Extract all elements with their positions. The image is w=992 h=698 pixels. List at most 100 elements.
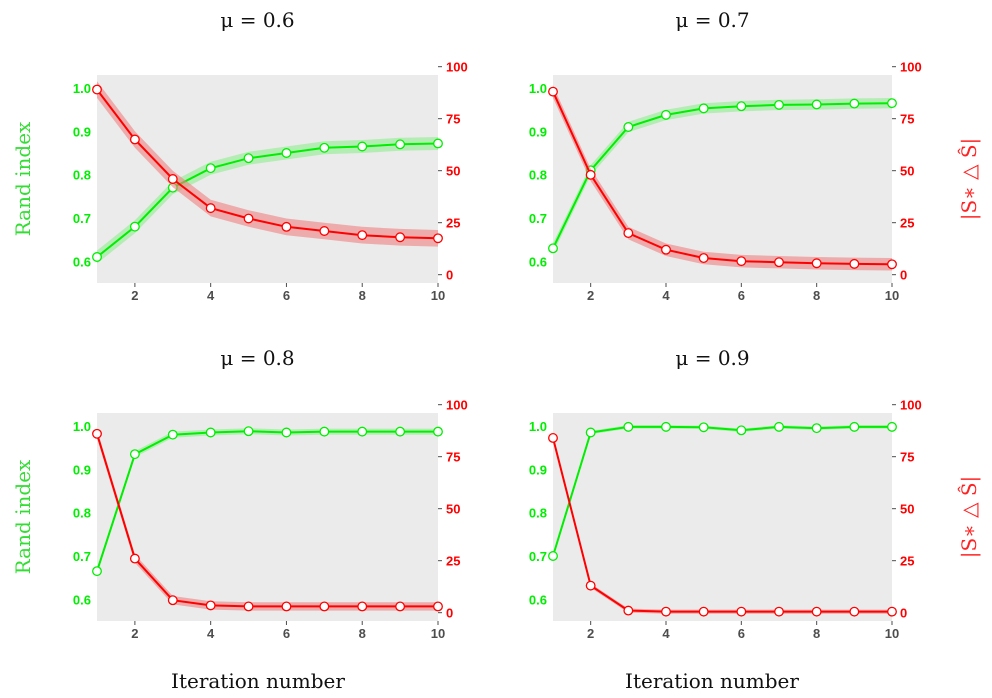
data-point-rand: [811, 99, 822, 110]
left-y-tick-label: 0.6: [73, 592, 91, 607]
right-y-tick-label: 25: [446, 216, 460, 231]
chart-title: μ = 0.6: [220, 8, 294, 32]
data-point-sym: [395, 601, 406, 612]
x-tick-label: 2: [131, 626, 138, 641]
series-band-rand: [97, 137, 438, 264]
left-y-tick-label: 0.7: [529, 211, 547, 226]
series-line-rand: [96, 430, 438, 572]
x-tick-label: 6: [283, 626, 290, 641]
data-point-sym: [661, 244, 671, 255]
data-point-rand: [774, 421, 784, 432]
x-tick-label: 6: [738, 288, 745, 303]
left-y-tick-label: 0.6: [529, 254, 547, 269]
left-y-tick-label: 0.8: [73, 168, 91, 183]
left-y-tick-label: 0.8: [529, 168, 547, 183]
plot-background: [97, 413, 438, 621]
data-point-rand: [167, 429, 178, 440]
x-tick-label: 8: [359, 626, 366, 641]
data-point-sym: [395, 232, 406, 243]
data-point-rand: [433, 426, 443, 437]
right-y-tick-label: 75: [446, 112, 460, 127]
x-tick-label: 10: [885, 626, 899, 641]
data-point-rand: [319, 142, 330, 153]
data-point-sym: [129, 553, 140, 564]
data-point-sym: [167, 595, 178, 606]
data-point-sym: [548, 86, 558, 97]
data-point-rand: [129, 221, 140, 232]
left-y-tick-label: 1.0: [529, 81, 547, 96]
data-point-sym: [167, 174, 178, 184]
left-y-tick-label: 1.0: [73, 419, 91, 434]
series-line-sym: [552, 91, 893, 266]
data-point-sym: [623, 228, 634, 239]
left-y-tick-label: 0.7: [73, 549, 91, 564]
right-y-tick-label: 0: [446, 268, 453, 283]
data-point-sym: [736, 606, 747, 617]
data-point-rand: [736, 101, 747, 112]
data-point-rand: [548, 243, 558, 254]
data-point-rand: [736, 425, 747, 436]
x-tick-label: 4: [662, 288, 670, 303]
data-point-sym: [281, 601, 292, 612]
x-tick-label: 8: [359, 288, 366, 303]
rand-index-axis-label: Rand index: [11, 459, 35, 574]
right-y-tick-label: 50: [446, 502, 460, 517]
left-y-tick-label: 1.0: [73, 81, 91, 96]
symmetric-difference-axis-label: |S∗ △ Ŝ|: [956, 476, 982, 559]
right-y-tick-label: 50: [900, 164, 914, 179]
data-point-rand: [623, 421, 634, 432]
x-tick-label: 6: [738, 626, 745, 641]
left-y-tick-label: 0.6: [73, 254, 91, 269]
right-y-tick-label: 25: [900, 216, 914, 231]
chart-panel-3: μ = 0.8 2 4 6 8 10 0.6 0.7 0.8 0.9 1.0 0 25 50 75 100: [73, 346, 468, 641]
series-line-sym: [552, 437, 892, 613]
data-point-sym: [243, 601, 254, 612]
series-band-sym: [97, 81, 438, 247]
data-point-rand: [698, 103, 709, 114]
right-y-tick-label: 75: [446, 450, 460, 465]
data-point-rand: [281, 148, 292, 158]
data-point-sym: [357, 601, 368, 612]
data-point-rand: [661, 109, 671, 120]
data-point-sym: [811, 606, 822, 617]
right-y-tick-label: 75: [900, 112, 914, 127]
chart-panel-1: μ = 0.6 2 4 6 8 10 0.6 0.7 0.8 0.9 1.0 0 25 50 75 100: [73, 8, 468, 303]
data-point-rand: [623, 122, 634, 132]
left-y-tick-label: 1.0: [529, 419, 547, 434]
left-y-tick-label: 0.9: [73, 462, 91, 477]
data-point-rand: [811, 423, 822, 434]
data-point-rand: [887, 98, 897, 109]
chart-panel-4: μ = 0.9 2 4 6 8 10 0.6 0.7 0.8 0.9 1.0 0 25 50 75 100: [529, 346, 922, 641]
data-point-rand: [357, 426, 368, 437]
data-point-sym: [357, 230, 368, 241]
chart-title: μ = 0.9: [675, 346, 749, 370]
data-point-sym: [774, 606, 784, 617]
data-point-sym: [319, 601, 330, 612]
data-point-sym: [92, 428, 102, 439]
data-point-sym: [433, 233, 443, 244]
data-point-sym: [433, 601, 443, 612]
data-point-sym: [811, 258, 822, 269]
x-tick-label: 10: [431, 288, 445, 303]
data-point-sym: [548, 433, 558, 443]
data-point-sym: [205, 600, 216, 611]
data-point-rand: [205, 427, 216, 438]
data-point-rand: [395, 426, 406, 437]
left-y-tick-label: 0.8: [529, 506, 547, 521]
left-y-tick-label: 0.9: [73, 124, 91, 139]
data-point-sym: [623, 605, 634, 616]
right-y-tick-label: 50: [446, 164, 460, 179]
data-point-rand: [92, 566, 102, 577]
data-point-rand: [887, 421, 897, 432]
x-tick-label: 8: [813, 626, 820, 641]
data-point-rand: [698, 422, 709, 433]
right-y-tick-label: 50: [900, 502, 914, 517]
x-tick-label: 4: [662, 626, 670, 641]
right-y-tick-label: 0: [900, 606, 907, 621]
data-point-rand: [661, 421, 671, 432]
x-axis-label: Iteration number: [171, 669, 345, 693]
data-point-sym: [243, 213, 254, 224]
data-point-sym: [736, 256, 747, 267]
data-point-sym: [205, 203, 216, 214]
